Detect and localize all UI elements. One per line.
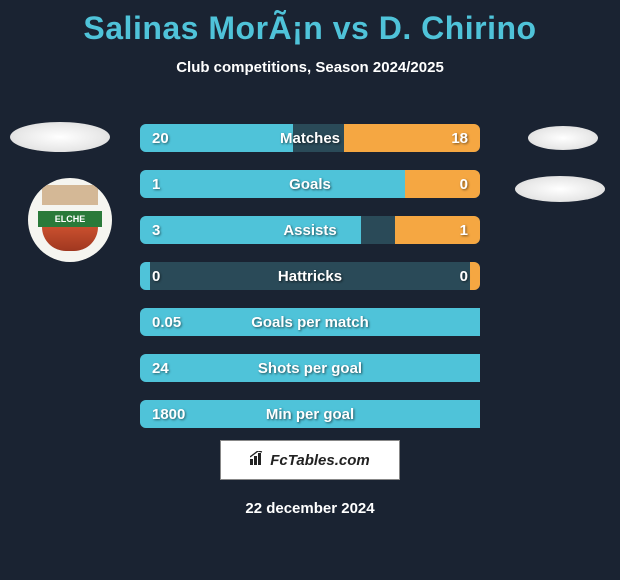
stat-label: Min per goal xyxy=(140,400,480,428)
stat-row: 2018Matches xyxy=(140,124,480,152)
club-crest: ELCHE xyxy=(28,178,112,262)
chart-icon xyxy=(250,451,266,469)
stats-container: 2018Matches 10Goals 31Assists 00Hattricks 0.… xyxy=(140,124,480,446)
stat-label: Shots per goal xyxy=(140,354,480,382)
stat-row: 31Assists xyxy=(140,216,480,244)
stat-row: 24Shots per goal xyxy=(140,354,480,382)
page-subtitle: Club competitions, Season 2024/2025 xyxy=(0,59,620,76)
player1-badge-placeholder xyxy=(10,122,110,152)
stat-row: 1800Min per goal xyxy=(140,400,480,428)
player2-badge-placeholder-1 xyxy=(528,126,598,150)
stat-row: 10Goals xyxy=(140,170,480,198)
date-text: 22 december 2024 xyxy=(0,500,620,517)
club-crest-text: ELCHE xyxy=(38,211,102,227)
attribution-text: FcTables.com xyxy=(270,452,369,469)
stat-row: 00Hattricks xyxy=(140,262,480,290)
stat-label: Assists xyxy=(140,216,480,244)
stat-label: Goals per match xyxy=(140,308,480,336)
stat-label: Matches xyxy=(140,124,480,152)
player2-badge-placeholder-2 xyxy=(515,176,605,202)
stat-label: Goals xyxy=(140,170,480,198)
attribution-badge: FcTables.com xyxy=(220,440,400,480)
stat-label: Hattricks xyxy=(140,262,480,290)
stat-row: 0.05Goals per match xyxy=(140,308,480,336)
page-title: Salinas MorÃ¡n vs D. Chirino xyxy=(0,0,620,47)
